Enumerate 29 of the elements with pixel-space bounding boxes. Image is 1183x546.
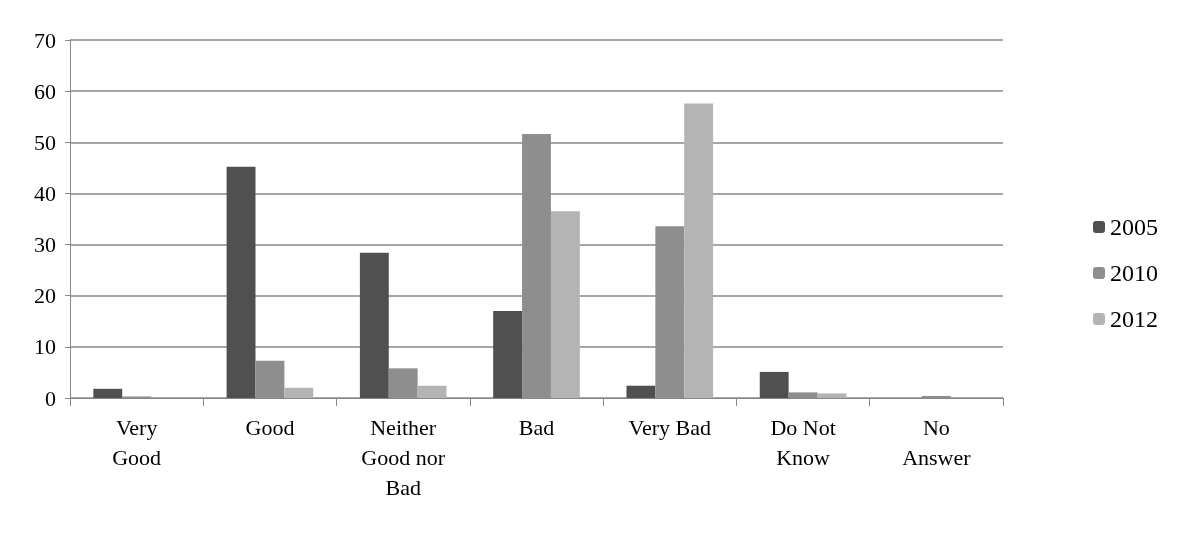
legend-label: 2010 [1110, 260, 1158, 286]
y-tick-label: 60 [34, 78, 56, 104]
y-tick-label: 50 [34, 129, 56, 155]
bar [684, 103, 714, 398]
y-tick-label: 10 [34, 334, 56, 360]
x-tick-label: Very Bad [628, 414, 712, 440]
bar [226, 166, 256, 398]
bar [493, 311, 523, 398]
bar [759, 371, 789, 398]
x-tick-label: Neither Good nor Bad [361, 414, 446, 500]
y-tick-label: 70 [34, 27, 56, 53]
bar [626, 385, 656, 398]
bar [93, 388, 123, 398]
y-tick-label: 30 [34, 232, 56, 258]
y-tick-label: 40 [34, 180, 56, 206]
x-tick-label: No Answer [902, 414, 972, 470]
x-tick-label: Do Not Know [770, 414, 836, 470]
legend-label: 2005 [1110, 214, 1158, 240]
x-tick-label: Bad [518, 414, 555, 440]
x-tick-label: Very Good [112, 414, 162, 470]
bar [417, 385, 447, 398]
bar [817, 393, 847, 398]
bar [359, 252, 389, 398]
bar [550, 211, 580, 398]
y-tick-label: 0 [45, 385, 56, 411]
legend-label: 2012 [1110, 306, 1158, 332]
y-tick-label: 20 [34, 283, 56, 309]
x-tick-label: Good [245, 414, 295, 440]
bar [284, 387, 314, 398]
